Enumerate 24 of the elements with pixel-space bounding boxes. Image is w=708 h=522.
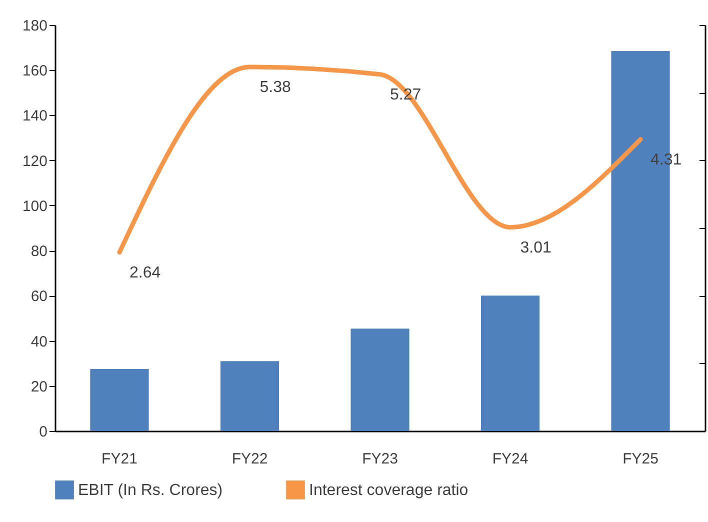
y-tick-label: 180: [22, 18, 48, 34]
y-tick-label: 120: [22, 152, 48, 170]
y-tick-label: 40: [30, 333, 48, 350]
bar: [90, 368, 149, 431]
y-tick-label: 60: [30, 288, 48, 306]
y-tick-label: 0: [39, 424, 48, 440]
y-tick-label: 160: [22, 62, 48, 80]
bar: [350, 328, 410, 431]
x-tick-label: FY21: [102, 450, 138, 468]
data-label: 2.64: [129, 264, 161, 282]
x-tick-label: FY24: [492, 450, 528, 468]
bar: [480, 296, 540, 431]
data-label: 3.01: [520, 239, 552, 256]
x-tick-label: FY25: [622, 450, 658, 468]
data-label: 5.38: [260, 78, 291, 96]
x-tick-label: FY22: [232, 450, 268, 468]
x-tick-label: FY23: [362, 450, 398, 468]
y-tick-label: 20: [30, 378, 48, 396]
legend-label: EBIT (In Rs. Crores): [78, 482, 223, 499]
y-tick-label: 140: [22, 108, 48, 125]
legend-label: Interest coverage ratio: [309, 482, 468, 499]
y-tick-label: 80: [30, 243, 48, 260]
bar: [220, 361, 280, 431]
y-tick-label: 100: [22, 198, 48, 215]
